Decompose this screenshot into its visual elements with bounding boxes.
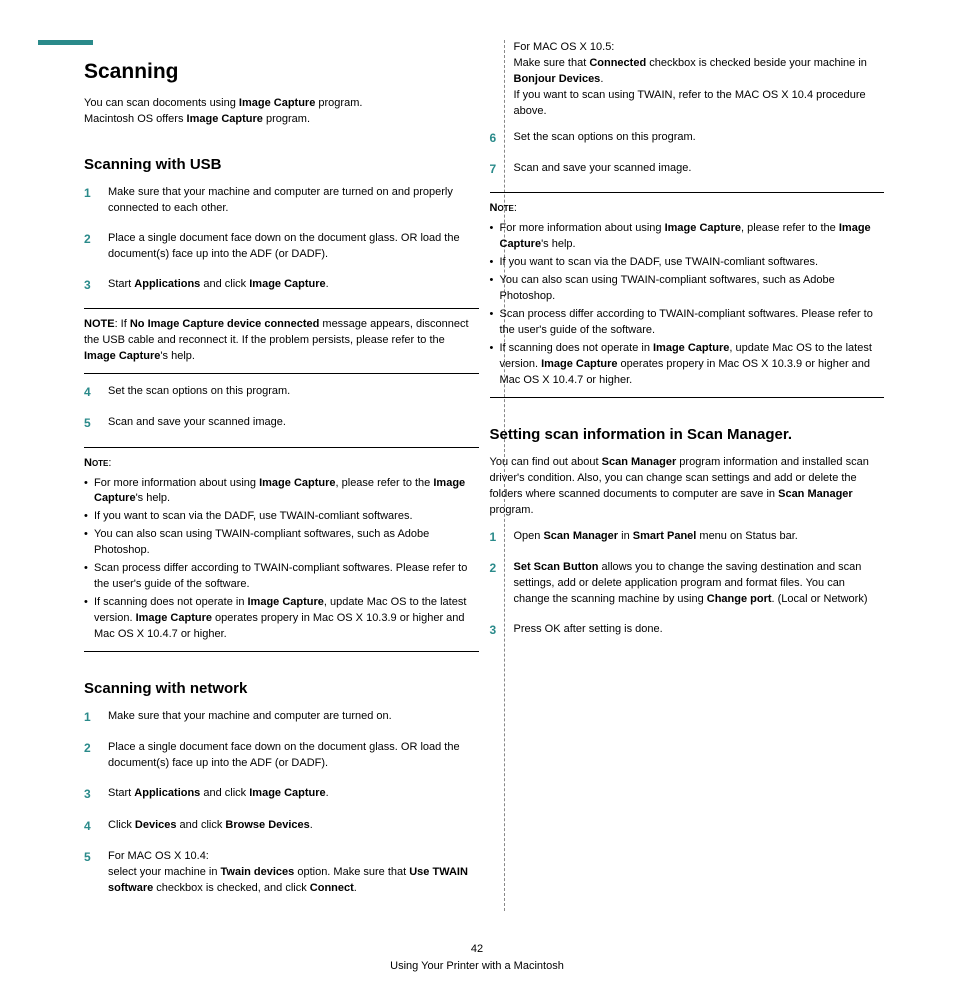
intro-text: You can scan docoments using: [84, 97, 239, 109]
note-rule: [84, 373, 479, 374]
right-column: For MAC OS X 10.5: Make sure that Connec…: [505, 40, 905, 911]
step-text: Make sure that your machine and computer…: [108, 185, 479, 217]
step-number: 2: [84, 231, 108, 263]
note-item: If scanning does not operate in Image Ca…: [490, 341, 885, 389]
step: 2Place a single document face down on th…: [84, 231, 479, 263]
left-column: Scanning You can scan docoments using Im…: [50, 40, 504, 911]
note-rule: [84, 447, 479, 448]
step-number: 3: [490, 622, 514, 639]
step-number: 7: [490, 161, 514, 178]
note-rule: [490, 397, 885, 398]
intro-text: program.: [315, 97, 362, 109]
subsection-heading: Scanning with network: [84, 680, 479, 697]
step-number: 1: [84, 709, 108, 726]
intro-text: Macintosh OS offers: [84, 113, 187, 125]
step: 5Scan and save your scanned image.: [84, 415, 479, 432]
scanmgr-steps: 1Open Scan Manager in Smart Panel menu o…: [490, 529, 885, 640]
step-text: Start Applications and click Image Captu…: [108, 786, 479, 803]
step: 3Start Applications and click Image Capt…: [84, 786, 479, 803]
section-title: Scanning: [84, 60, 479, 84]
note-bullets: For more information about using Image C…: [84, 476, 479, 643]
step-text: Scan and save your scanned image.: [108, 415, 479, 432]
step: 7Scan and save your scanned image.: [490, 161, 885, 178]
note-item: For more information about using Image C…: [84, 476, 479, 508]
subsection-heading: Scanning with USB: [84, 156, 479, 173]
note-item: If scanning does not operate in Image Ca…: [84, 595, 479, 643]
network-steps: 1Make sure that your machine and compute…: [84, 709, 479, 897]
step: 2Set Scan Button allows you to change th…: [490, 560, 885, 608]
step-number: 4: [84, 818, 108, 835]
step-text: Scan and save your scanned image.: [514, 161, 885, 178]
note-rule: [84, 651, 479, 652]
note-rule: [490, 192, 885, 193]
step-number: 3: [84, 277, 108, 294]
usb-steps: 1Make sure that your machine and compute…: [84, 185, 479, 294]
note-item: If you want to scan via the DADF, use TW…: [84, 509, 479, 525]
intro-bold: Image Capture: [239, 97, 315, 109]
note-item: Scan process differ according to TWAIN-c…: [84, 561, 479, 593]
step-number: 2: [490, 560, 514, 608]
note-label: NOTE: [84, 318, 115, 330]
step-number: 4: [84, 384, 108, 401]
subsection-heading: Setting scan information in Scan Manager…: [490, 426, 885, 443]
two-column-layout: Scanning You can scan docoments using Im…: [50, 40, 904, 911]
step: 4Set the scan options on this program.: [84, 384, 479, 401]
intro-paragraph: You can scan docoments using Image Captu…: [84, 96, 479, 128]
page-number: 42: [50, 941, 904, 959]
note-item: Scan process differ according to TWAIN-c…: [490, 307, 885, 339]
step-text: For MAC OS X 10.4:select your machine in…: [108, 849, 479, 897]
step-text: Open Scan Manager in Smart Panel menu on…: [514, 529, 885, 546]
step: 1Make sure that your machine and compute…: [84, 185, 479, 217]
step: 3Press OK after setting is done.: [490, 622, 885, 639]
note-label: Note: [84, 457, 108, 469]
step-text: Start Applications and click Image Captu…: [108, 277, 479, 294]
note-label: Note: [490, 202, 514, 214]
step-text: Set Scan Button allows you to change the…: [514, 560, 885, 608]
step: 4Click Devices and click Browse Devices.: [84, 818, 479, 835]
step: 5For MAC OS X 10.4:select your machine i…: [84, 849, 479, 897]
accent-bar: [38, 40, 93, 45]
usb-steps-cont: 4Set the scan options on this program. 5…: [84, 384, 479, 433]
step: 2Place a single document face down on th…: [84, 740, 479, 772]
step-number: 5: [84, 415, 108, 432]
step: 1Make sure that your machine and compute…: [84, 709, 479, 726]
note-heading: Note:: [84, 456, 479, 472]
step-number: 1: [490, 529, 514, 546]
step-number: 2: [84, 740, 108, 772]
step-text: Make sure that your machine and computer…: [108, 709, 479, 726]
step-text: Place a single document face down on the…: [108, 740, 479, 772]
intro-bold: Image Capture: [187, 113, 263, 125]
step5-continuation: For MAC OS X 10.5: Make sure that Connec…: [514, 40, 885, 120]
step: 6Set the scan options on this program.: [490, 130, 885, 147]
step: 1Open Scan Manager in Smart Panel menu o…: [490, 529, 885, 546]
step-number: 1: [84, 185, 108, 217]
step-text: Set the scan options on this program.: [108, 384, 479, 401]
page: Scanning You can scan docoments using Im…: [50, 40, 904, 976]
scanmgr-intro: You can find out about Scan Manager prog…: [490, 455, 885, 519]
intro-text: program.: [263, 113, 310, 125]
step-text: Set the scan options on this program.: [514, 130, 885, 147]
step-text: Press OK after setting is done.: [514, 622, 885, 639]
chapter-title: Using Your Printer with a Macintosh: [50, 958, 904, 976]
note-item: If you want to scan via the DADF, use TW…: [490, 255, 885, 271]
step-number: 5: [84, 849, 108, 897]
note-item: You can also scan using TWAIN-compliant …: [84, 527, 479, 559]
network-steps-cont: 6Set the scan options on this program. 7…: [490, 130, 885, 179]
note-inline: NOTE: If No Image Capture device connect…: [84, 317, 479, 365]
note-bullets: For more information about using Image C…: [490, 221, 885, 388]
page-footer: 42 Using Your Printer with a Macintosh: [50, 941, 904, 976]
step-number: 6: [490, 130, 514, 147]
note-rule: [84, 308, 479, 309]
step-number: 3: [84, 786, 108, 803]
note-item: You can also scan using TWAIN-compliant …: [490, 273, 885, 305]
step-text: Click Devices and click Browse Devices.: [108, 818, 479, 835]
step-text: Place a single document face down on the…: [108, 231, 479, 263]
step: 3Start Applications and click Image Capt…: [84, 277, 479, 294]
note-heading: Note:: [490, 201, 885, 217]
note-item: For more information about using Image C…: [490, 221, 885, 253]
